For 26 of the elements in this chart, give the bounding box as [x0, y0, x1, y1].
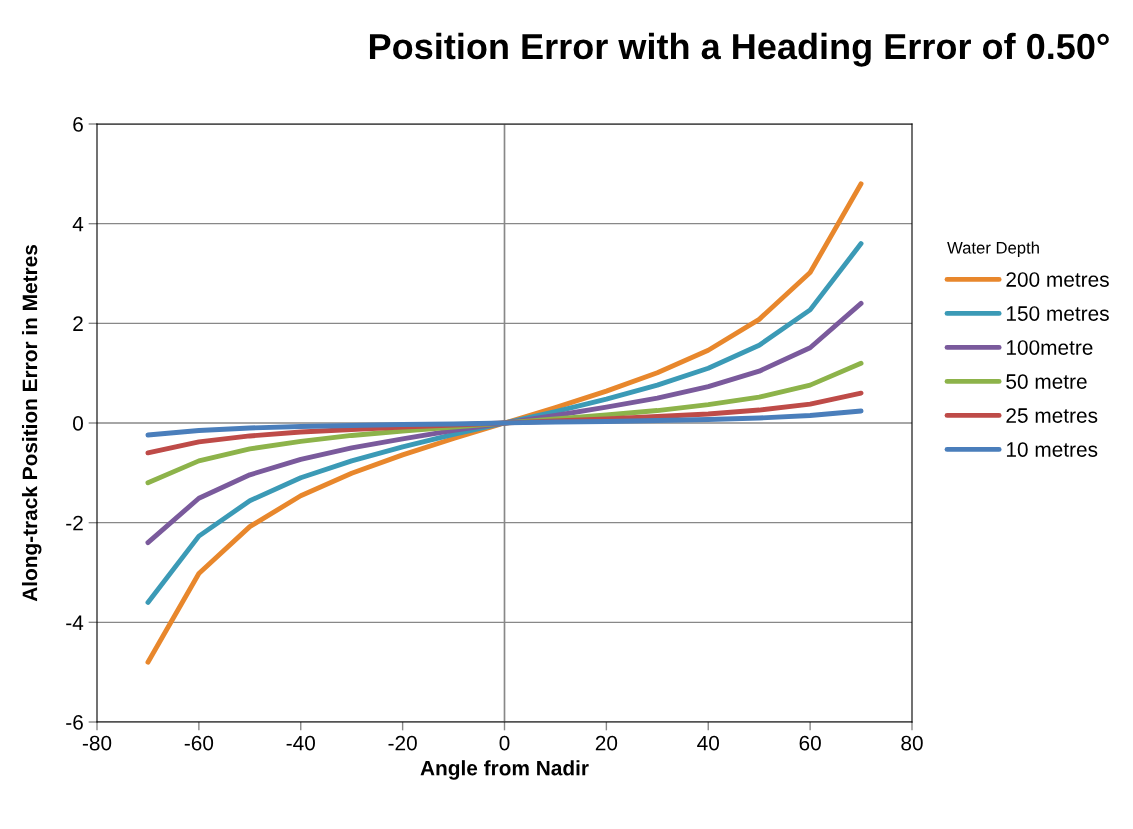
y-tick-label: -6	[66, 715, 83, 730]
legend-label: 200 metres	[1006, 272, 1109, 287]
y-tick-label: -4	[66, 615, 84, 630]
legend-label: 100metre	[1006, 340, 1093, 355]
x-tick-label: -80	[82, 735, 112, 751]
legend-label: 50 metre	[1006, 374, 1087, 389]
x-tick-label: -40	[286, 735, 315, 751]
y-tick-label: 0	[73, 416, 83, 431]
x-tick-label: 40	[697, 735, 720, 751]
x-axis-title: Angle from Nadir	[420, 760, 589, 780]
legend-label: 150 metres	[1006, 306, 1109, 321]
x-tick-label: -60	[184, 735, 214, 751]
y-tick-label: 6	[73, 117, 83, 132]
y-tick-label: -2	[66, 515, 83, 531]
x-tick-label: 0	[499, 735, 510, 751]
x-tick-label: 60	[799, 735, 821, 751]
legend-label: 25 metres	[1006, 408, 1098, 423]
x-tick-label: 20	[595, 735, 618, 751]
x-tick-label: -20	[388, 735, 417, 751]
chart-title: Position Error with a Heading Error of 0.50°	[369, 32, 1109, 67]
legend-title: Water Depth	[947, 241, 1039, 257]
y-tick-label: 4	[72, 216, 84, 232]
y-tick-label: 2	[73, 316, 83, 331]
legend-label: 10 metres	[1006, 442, 1098, 457]
y-axis-title: Along-track Position Error in Metres	[21, 245, 42, 602]
x-tick-label: 80	[901, 735, 923, 751]
